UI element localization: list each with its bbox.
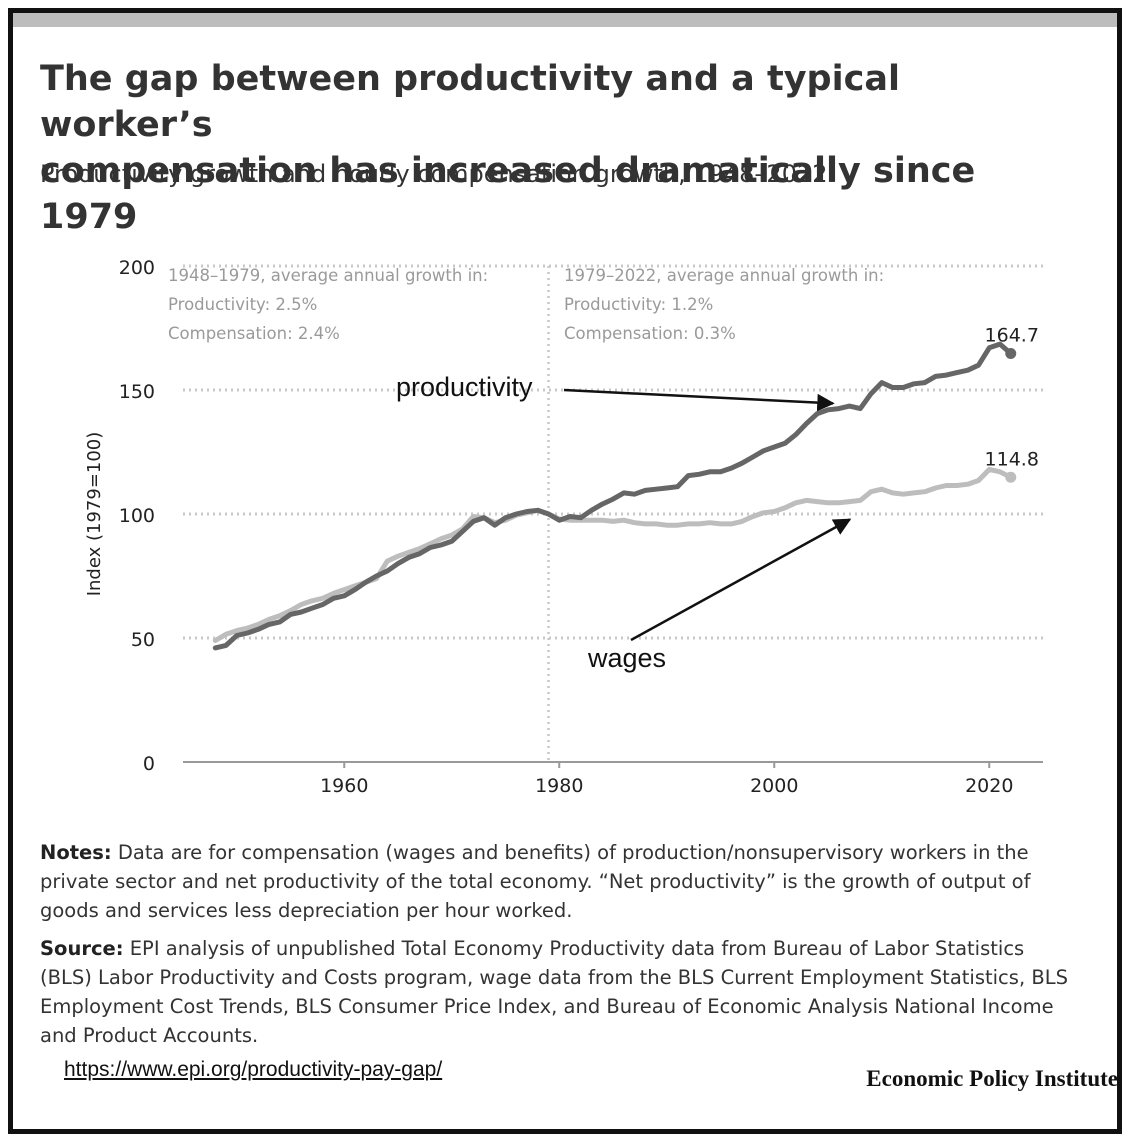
annotation-2-line-3: Compensation: 0.3% [564,324,736,343]
notes-label: Notes: [40,841,112,864]
source-paragraph: Source: EPI analysis of unpublished Tota… [40,934,1070,1050]
source-link[interactable]: https://www.epi.org/productivity-pay-gap… [64,1058,443,1081]
series-endpoint-wages [1005,471,1017,483]
chart-subtitle: Productivity growth and hourly compensat… [40,160,828,188]
data-label-2: 114.8 [985,448,1039,470]
line-chart: 0 50 100 150 200 1960 1980 2000 2020 Index (1979=… [84,257,1043,797]
notes-section: Notes: Data are for compensation (wages … [40,838,1070,1059]
y-tick-label-0: 0 [143,753,155,775]
title-line-2: compensation has increased dramatically … [40,151,976,237]
annotation-1-line-3: Compensation: 2.4% [168,324,340,343]
annotation-2-line-2: Productivity: 1.2% [564,295,713,314]
series-line-wages [212,466,1014,643]
brand-logo-text: Economic Policy Institute [866,1066,1118,1091]
source-text: EPI analysis of unpublished Total Econom… [40,937,1068,1047]
productivity-arrow-label: productivity [396,372,533,402]
x-tick-label-1960: 1960 [320,775,368,797]
y-tick-label-200: 200 [119,257,155,279]
x-tick-label-1980: 1980 [535,775,583,797]
x-tick-label-2020: 2020 [965,775,1013,797]
notes-text: Data are for compensation (wages and ben… [40,841,1031,922]
title-line-1: The gap between productivity and a typic… [40,59,900,145]
data-label-1: 164.7 [985,325,1039,347]
x-tick-label-2000: 2000 [750,775,798,797]
annotation-2-line-1: 1979–2022, average annual growth in: [564,266,884,285]
source-label: Source: [40,937,124,960]
y-tick-label-150: 150 [119,381,155,403]
notes-paragraph: Notes: Data are for compensation (wages … [40,838,1070,925]
wages-arrow-label: wages [587,643,666,673]
annotation-1-line-1: 1948–1979, average annual growth in: [168,266,488,285]
annotation-1-line-2: Productivity: 2.5% [168,295,317,314]
y-tick-label-50: 50 [131,629,155,651]
wages-arrow [630,518,852,642]
y-axis-label: Index (1979=100) [84,432,105,597]
top-band [13,13,1117,27]
productivity-arrow [563,388,835,412]
y-tick-label-100: 100 [119,505,155,527]
chart-frame [8,8,1122,1134]
chart-title: The gap between productivity and a typic… [40,56,1080,240]
series-endpoint-productivity [1005,348,1017,360]
series-line-productivity [212,341,1014,651]
